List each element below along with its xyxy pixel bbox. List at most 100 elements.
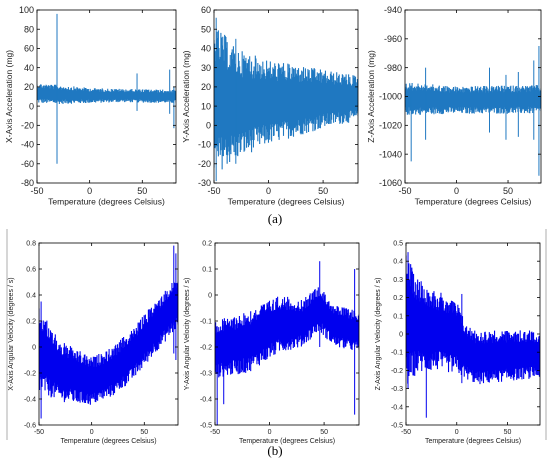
- x-tick-label: 50: [318, 186, 328, 196]
- y-tick-label: 40: [201, 44, 211, 54]
- chart-panel-2: -50 0 50 -30 -20 -10 0 10 20 30 40 50 60 Temperature …: [181, 5, 359, 207]
- x-axis-label: Temperature (degrees Celsius): [425, 438, 521, 445]
- y-tick-label: -0.1: [391, 350, 403, 357]
- y-tick-label: -1040: [379, 149, 402, 159]
- y-tick-label: -20: [21, 120, 34, 130]
- y-tick-label: 0.2: [26, 318, 36, 325]
- y-tick-label: -960: [384, 34, 402, 44]
- x-axis-label: Temperature (degrees Celsius): [239, 438, 335, 445]
- y-tick-label: -0.1: [200, 318, 212, 325]
- y-tick-label: 0.4: [26, 292, 36, 299]
- y-tick-label: -0.6: [24, 422, 36, 429]
- x-tick-label: 0: [90, 429, 94, 436]
- x-tick-label: -50: [207, 186, 220, 196]
- x-tick-label: -50: [398, 186, 411, 196]
- y-tick-label: -0.4: [391, 404, 403, 411]
- y-tick-label: -0.3: [200, 370, 212, 377]
- y-tick-label: 0.3: [393, 277, 403, 284]
- data-series: [37, 13, 176, 164]
- y-tick-label: -0.5: [391, 422, 403, 429]
- axes-box: [214, 242, 360, 426]
- x-tick-label: 50: [320, 429, 328, 436]
- y-tick-label: -0.3: [391, 386, 403, 393]
- chart-panel-4: -50 0 50 -0.6 -0.4 -0.2 0 0.2 0.4 0.6 0.8 Temperatu…: [8, 240, 179, 445]
- signal-trace: [406, 255, 540, 385]
- data-series: [215, 261, 359, 425]
- signal-trace: [215, 287, 359, 378]
- data-series: [214, 17, 358, 182]
- y-tick-label: 60: [24, 44, 34, 54]
- y-tick-label: -60: [21, 159, 34, 169]
- x-axis-label: Temperature (degrees Celsius): [228, 197, 345, 207]
- x-tick-label: -50: [30, 186, 43, 196]
- y-axis-label: Z-Axis Acceleration (mg): [366, 50, 376, 143]
- y-tick-label: 0.1: [393, 313, 403, 320]
- y-tick-label: 0.1: [202, 266, 212, 273]
- y-tick-label: 0.8: [26, 240, 36, 247]
- y-tick-label: -0.2: [391, 368, 403, 375]
- y-tick-label: -940: [384, 5, 402, 15]
- x-axis-label: Temperature (degrees Celsius): [48, 197, 165, 207]
- y-tick-label: 0.2: [202, 240, 212, 247]
- axes-box: [36, 9, 177, 184]
- x-tick-label: 50: [140, 429, 148, 436]
- y-tick-label: 60: [201, 5, 211, 15]
- y-tick-label: 0: [29, 101, 34, 111]
- y-tick-label: 0: [206, 120, 211, 130]
- y-tick-label: -0.2: [200, 344, 212, 351]
- signal-trace: [214, 30, 358, 170]
- y-axis-label: Y-Axis Acceleration (mg): [181, 50, 191, 142]
- x-tick-label: 0: [87, 186, 92, 196]
- x-tick-label: -50: [34, 429, 44, 436]
- y-tick-label: 10: [201, 101, 211, 111]
- y-tick-label: 0.4: [393, 259, 403, 266]
- y-axis-label: Z-Axis Angular Velocity (degrees / s): [375, 278, 382, 391]
- x-tick-label: 0: [455, 429, 459, 436]
- chart-panel-1: -50 0 50 -80 -60 -40 -20 0 20 40 60 80 100 Temperatur…: [4, 5, 177, 207]
- axes-box: [213, 9, 359, 184]
- y-tick-label: 80: [24, 24, 34, 34]
- chart-panel-3: -50 0 50 -1060 -1040 -1020 -1000 -980 -960 -940 Te…: [366, 5, 542, 207]
- panels: -50 0 50-80-60-40-20020406080100Temperatur…: [4, 5, 547, 445]
- chart-panel-5: -50 0 50 -0.5 -0.4 -0.3 -0.2 -0.1 0 0.1 0.2 Tempera…: [184, 240, 360, 445]
- y-tick-label: 50: [201, 24, 211, 34]
- y-tick-label: 30: [201, 63, 211, 73]
- x-tick-label: 0: [268, 429, 272, 436]
- y-tick-label: 0: [32, 344, 36, 351]
- x-tick-label: 50: [137, 186, 147, 196]
- x-tick-label: 0: [454, 186, 459, 196]
- x-tick-label: 50: [503, 186, 513, 196]
- y-tick-label: -1060: [379, 178, 402, 188]
- y-tick-label: -20: [198, 159, 211, 169]
- y-axis-label: X-Axis Angular Velocity (degrees / s): [8, 277, 15, 390]
- x-tick-label: -50: [210, 429, 220, 436]
- y-tick-label: -10: [198, 140, 211, 150]
- y-tick-label: -980: [384, 63, 402, 73]
- y-axis-label: Y-Axis Angular Velocity (degrees / s): [184, 278, 191, 391]
- signal-trace: [37, 84, 176, 105]
- y-tick-label: 0: [208, 292, 212, 299]
- y-tick-label: -40: [21, 140, 34, 150]
- chart-panel-6: -50 0 50 -0.5 -0.4 -0.3 -0.2 -0.1 0 0.1 0.2 0.3 0.4 0…: [375, 240, 541, 445]
- panel-label-b: (b): [267, 443, 282, 458]
- y-tick-label: 40: [24, 63, 34, 73]
- y-tick-label: 0.5: [393, 240, 403, 247]
- signal-trace: [39, 281, 178, 405]
- y-tick-label: -0.4: [24, 396, 36, 403]
- panel-label-a: (a): [268, 211, 282, 226]
- signal-trace: [405, 82, 541, 115]
- y-axis-label: X-Axis Acceleration (mg): [4, 50, 14, 143]
- x-tick-label: -50: [401, 429, 411, 436]
- x-tick-label: 50: [504, 429, 512, 436]
- x-tick-label: 0: [266, 186, 271, 196]
- y-tick-label: 0: [399, 331, 403, 338]
- y-tick-label: 0.2: [393, 295, 403, 302]
- y-tick-label: -0.5: [200, 422, 212, 429]
- y-tick-label: -0.2: [24, 370, 36, 377]
- y-tick-label: 20: [24, 82, 34, 92]
- y-tick-label: -1000: [379, 92, 402, 102]
- y-tick-label: 0.6: [26, 266, 36, 273]
- x-axis-label: Temperature (degrees Celsius): [415, 197, 532, 207]
- y-tick-label: 100: [19, 5, 34, 15]
